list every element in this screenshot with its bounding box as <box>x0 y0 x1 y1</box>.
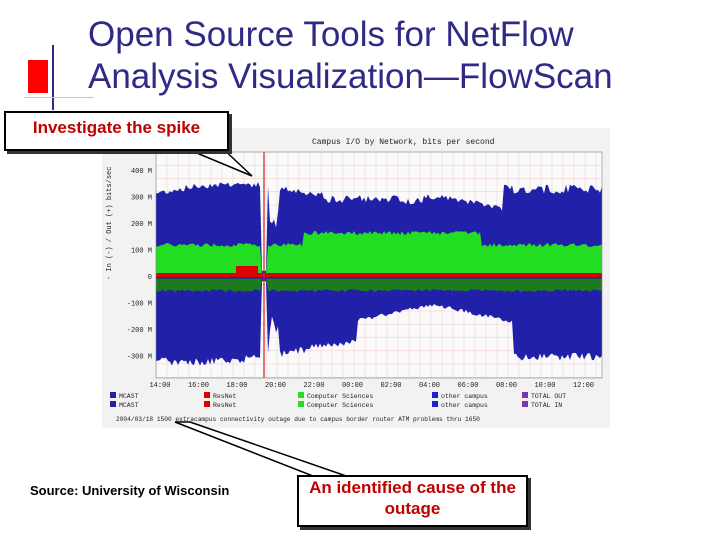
y-tick-labels: 400 M 300 M 200 M 100 M 0 -100 M -200 M -300 M <box>127 168 152 362</box>
legend-swatch <box>204 401 210 407</box>
title-decoration-line <box>52 45 54 110</box>
legend-label: Computer Sciences <box>307 402 373 409</box>
legend-swatch <box>110 401 116 407</box>
legend-label: other campus <box>441 402 488 409</box>
plot-area <box>155 151 603 379</box>
legend-swatch <box>432 392 438 398</box>
x-tick-label: 02:00 <box>380 382 401 390</box>
x-tick-label: 08:00 <box>496 382 517 390</box>
y-tick-label: -200 M <box>127 327 152 335</box>
x-tick-label: 22:00 <box>303 382 324 390</box>
legend-swatch <box>522 392 528 398</box>
legend-label: ResNet <box>213 393 237 400</box>
graph-title: Campus I/O by Network, bits per second <box>312 138 495 147</box>
x-tick-label: 20:00 <box>265 382 286 390</box>
cause-callout: An identified cause of the outage <box>297 475 528 527</box>
x-tick-label: 06:00 <box>457 382 478 390</box>
y-tick-label: 400 M <box>131 168 152 176</box>
y-tick-label: 100 M <box>131 248 152 256</box>
x-tick-label: 18:00 <box>226 382 247 390</box>
y-tick-label: -100 M <box>127 301 152 309</box>
x-tick-label: 04:00 <box>419 382 440 390</box>
slide-title-line-1: Open Source Tools for NetFlow <box>88 15 574 54</box>
graph-legend: MCAST ResNet Computer Sciences other campus… <box>110 392 566 409</box>
y-tick-label: -300 M <box>127 354 152 362</box>
slide-title-line-2: Analysis Visualization—FlowScan <box>88 57 613 96</box>
y-tick-label: 0 <box>148 274 152 282</box>
legend-swatch <box>298 392 304 398</box>
legend-label: Computer Sciences <box>307 393 373 400</box>
legend-swatch <box>204 392 210 398</box>
slide-title: Open Source Tools for NetFlow Analysis V… <box>88 14 708 98</box>
legend-label: TOTAL IN <box>531 402 562 409</box>
cause-callout-pointer <box>174 421 353 479</box>
graph-footnote: 2004/03/18 1500 extracampus connectivity… <box>116 416 480 423</box>
legend-swatch <box>110 392 116 398</box>
flowscan-graph: Campus I/O by Network, bits per second -… <box>102 128 610 428</box>
legend-label: TOTAL OUT <box>531 393 566 400</box>
y-tick-label: 300 M <box>131 195 152 203</box>
title-decoration-red-block <box>28 60 48 93</box>
legend-label: MCAST <box>119 402 139 409</box>
spike-callout: Investigate the spike <box>4 111 229 151</box>
legend-label: MCAST <box>119 393 139 400</box>
x-tick-label: 14:00 <box>149 382 170 390</box>
x-tick-label: 00:00 <box>342 382 363 390</box>
legend-label: other campus <box>441 393 488 400</box>
y-tick-label: 200 M <box>131 221 152 229</box>
title-decoration-rule <box>24 97 94 98</box>
legend-label: ResNet <box>213 402 237 409</box>
x-tick-label: 10:00 <box>534 382 555 390</box>
legend-swatch <box>522 401 528 407</box>
x-tick-labels: 14:00 16:00 18:00 20:00 22:00 00:00 02:00 04:00… <box>149 382 594 390</box>
x-tick-label: 16:00 <box>188 382 209 390</box>
x-tick-label: 12:00 <box>573 382 594 390</box>
legend-swatch <box>298 401 304 407</box>
source-caption: Source: University of Wisconsin <box>30 483 230 498</box>
graph-y-label: - In (-) / Out (+) bits/sec <box>106 167 114 280</box>
legend-swatch <box>432 401 438 407</box>
